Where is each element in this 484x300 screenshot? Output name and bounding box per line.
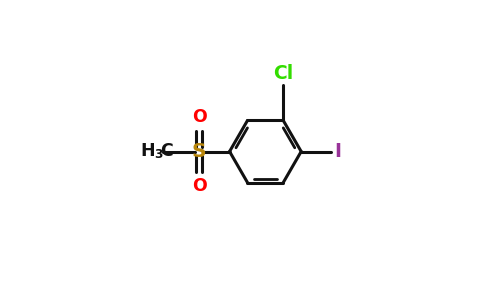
- Text: Cl: Cl: [273, 64, 293, 83]
- Text: O: O: [192, 177, 207, 195]
- Text: S: S: [192, 142, 207, 161]
- Text: I: I: [334, 142, 341, 161]
- Text: C: C: [161, 142, 173, 160]
- Text: 3: 3: [154, 148, 162, 161]
- Text: O: O: [192, 108, 207, 126]
- Text: H: H: [140, 142, 154, 160]
